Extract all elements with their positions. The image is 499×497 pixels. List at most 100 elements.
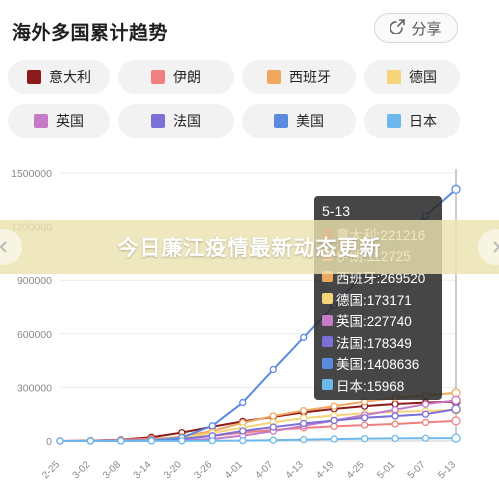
legend-item[interactable]: 日本 [364, 104, 460, 138]
tooltip-swatch [322, 293, 333, 305]
legend-label: 法国 [173, 113, 201, 129]
data-point [178, 437, 186, 445]
legend-label: 英国 [56, 113, 84, 129]
x-tick-label: 3-08 [101, 459, 123, 481]
x-tick-label: 4-13 [284, 459, 306, 481]
data-point [269, 436, 277, 444]
legend-swatch [274, 114, 288, 128]
x-tick-label: 4-25 [345, 459, 367, 481]
tooltip-row: 英国:227740 [322, 309, 434, 331]
data-point [391, 412, 399, 420]
x-tick-label: 3-14 [132, 459, 154, 481]
data-point [451, 433, 461, 443]
data-point [239, 427, 247, 435]
data-point [451, 184, 461, 194]
data-point [391, 406, 399, 414]
tooltip-value: 法国:178349 [336, 335, 412, 351]
data-point [330, 416, 338, 425]
x-tick-label: 3-26 [192, 459, 214, 481]
share-icon [389, 18, 406, 38]
data-point [421, 434, 430, 442]
x-tick-label: 4-19 [314, 459, 336, 481]
data-point [421, 410, 430, 418]
legend-item[interactable]: 法国 [118, 104, 234, 138]
share-button[interactable]: 分享 [374, 13, 458, 43]
x-tick-label: 5-13 [436, 459, 458, 481]
tooltip-value: 美国:1408636 [336, 357, 420, 373]
x-tick-label: 3-20 [162, 459, 184, 481]
y-tick-label: 300000 [17, 382, 52, 394]
x-tick-label: 3-02 [71, 459, 93, 481]
tooltip-value: 德国:173171 [336, 292, 412, 308]
tooltip-row: 日本:15968 [322, 374, 434, 396]
series-line [59, 419, 457, 442]
data-point [421, 400, 430, 408]
y-tick-label: 600000 [17, 329, 52, 341]
x-tick-label: 4-01 [223, 459, 245, 481]
legend-item[interactable]: 德国 [364, 60, 460, 94]
data-point [208, 437, 216, 445]
legend-item[interactable]: 美国 [242, 104, 356, 138]
data-point [269, 412, 277, 420]
tooltip-row: 美国:1408636 [322, 353, 434, 375]
y-tick-label: 0 [46, 436, 52, 448]
legend-swatch [387, 70, 401, 84]
x-tick-label: 4-07 [253, 459, 275, 481]
legend-swatch [151, 70, 165, 84]
legend-item[interactable]: 英国 [8, 104, 110, 138]
tooltip-swatch [322, 357, 333, 369]
series-line [59, 437, 457, 442]
data-point [451, 395, 461, 405]
tooltip-row: 西班牙:269520 [322, 266, 434, 288]
data-point [269, 365, 277, 374]
data-point [330, 422, 338, 430]
legend-label: 日本 [409, 113, 437, 129]
chevron-right-icon [493, 241, 499, 253]
prev-arrow[interactable] [0, 229, 22, 265]
data-point [300, 333, 308, 342]
tooltip-swatch [322, 379, 333, 391]
data-point [56, 437, 64, 445]
legend-swatch [267, 70, 281, 84]
data-point [269, 423, 277, 431]
legend-label: 伊朗 [173, 69, 201, 85]
data-point [239, 436, 247, 445]
tooltip-swatch [322, 336, 333, 348]
data-point [391, 434, 399, 443]
data-point [360, 421, 369, 429]
tooltip-row: 德国:173171 [322, 288, 434, 310]
headline-banner: 今日廉江疫情最新动态更新 [0, 220, 499, 274]
x-tick-label: 5-01 [375, 459, 397, 481]
data-point [451, 416, 461, 426]
y-tick-label: 1500000 [11, 168, 52, 180]
chevron-left-icon [0, 241, 7, 253]
next-arrow[interactable] [478, 229, 499, 265]
data-point [330, 402, 338, 410]
data-point [421, 418, 430, 427]
header: 海外多国累计趋势 分享 [0, 0, 499, 60]
legend-swatch [387, 114, 401, 128]
x-tick-label: 2-25 [40, 459, 62, 481]
data-point [360, 414, 369, 422]
data-point [300, 419, 308, 428]
legend-swatch [34, 114, 48, 128]
legend-swatch [27, 70, 41, 84]
legend-label: 意大利 [49, 69, 91, 85]
data-point [300, 436, 308, 444]
data-point [147, 437, 156, 445]
tooltip-swatch [322, 314, 333, 326]
data-point [330, 435, 338, 443]
legend-label: 美国 [296, 113, 324, 129]
data-point [360, 435, 369, 443]
legend-label: 德国 [409, 69, 437, 85]
data-point [239, 398, 247, 407]
tooltip-title: 5-13 [322, 203, 351, 219]
data-point [451, 388, 461, 398]
legend-item[interactable]: 意大利 [8, 60, 110, 94]
legend-item[interactable]: 西班牙 [242, 60, 356, 94]
banner-text: 今日廉江疫情最新动态更新 [117, 237, 382, 260]
data-point [117, 437, 125, 445]
data-point [300, 406, 308, 415]
legend-item[interactable]: 伊朗 [118, 60, 234, 94]
share-label: 分享 [411, 20, 442, 38]
